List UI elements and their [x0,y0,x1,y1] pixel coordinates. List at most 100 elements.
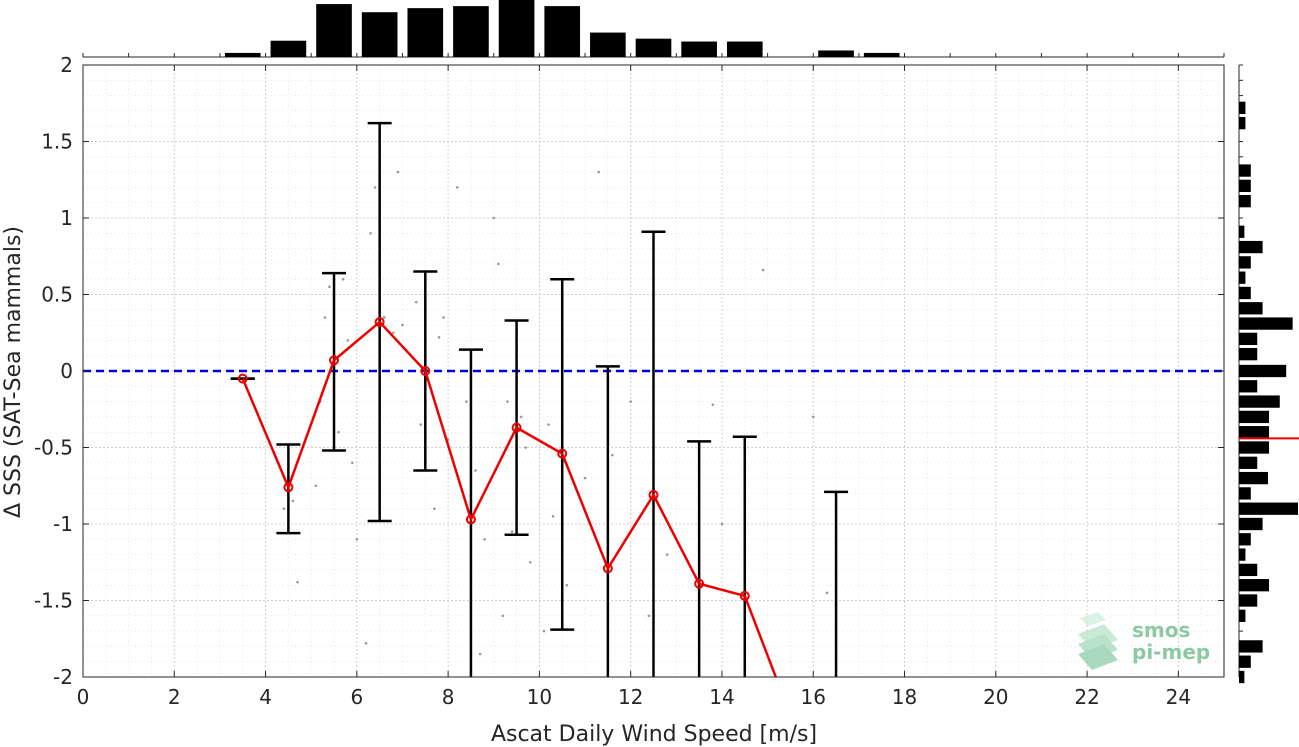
error-bar [641,230,666,677]
scatter-point [597,170,601,174]
scatter-point [665,553,669,556]
x-tick-label: 24 [1166,685,1191,709]
scatter-point [519,415,523,419]
series-point [420,366,431,376]
x-tick-label: 10 [527,685,552,709]
y-axis-label: Δ SSS (SAT-Sea mammals) [1,226,26,518]
scatter-point [551,515,555,518]
error-bar [458,348,483,677]
series-point [329,355,340,366]
scatter-point [392,331,395,335]
scatter-point [337,430,340,434]
top-histogram-bar [863,52,900,57]
right-histogram-bar [1239,179,1251,193]
right-histogram-bar [1239,517,1263,531]
scatter-point [355,538,359,541]
right-histogram-bar [1239,164,1251,177]
scatter-point [497,262,500,266]
y-tick-label: 0 [60,359,73,383]
right-histogram-bar [1239,101,1246,114]
top-histogram-bar [224,52,261,57]
series-point [374,317,385,328]
scatter-point [401,323,404,327]
right-histogram-bar [1239,317,1293,330]
series-point [557,448,568,459]
right-histogram-bar [1239,609,1246,622]
scatter-point [314,484,318,488]
top-histogram-bar [316,4,352,58]
scatter-point [711,403,715,406]
series-line [241,320,778,677]
right-histogram-bar [1239,456,1258,469]
right-histogram-bar [1239,195,1251,208]
top-histogram-bar [361,12,398,57]
error-bar [595,365,620,677]
logo-text-smos: smos [1132,618,1190,642]
scatter-point [761,268,765,272]
scatter-point [483,538,486,541]
error-bar [687,440,712,677]
right-histogram-bar [1239,302,1263,315]
right-histogram-bar [1239,594,1258,607]
scatter-point [323,316,327,319]
top-histogram-bar [270,40,307,57]
x-axis-label: Ascat Daily Wind Speed [m/s] [491,722,817,747]
y-tick-label: -2 [53,665,73,689]
scatter-point [547,423,550,426]
right-histogram-bar [1239,655,1251,668]
top-histogram-bar [544,6,581,57]
right-histogram-bar [1239,579,1270,592]
series-point [283,482,294,493]
x-tick-label: 12 [618,685,643,709]
scatter-point [720,522,724,526]
top-histogram-bar [726,41,763,57]
right-histogram-bar [1239,563,1258,577]
y-tick-label: -1.5 [34,589,73,613]
series-point [465,514,476,525]
scatter-point [433,507,436,511]
right-histogram [1238,64,1299,684]
right-histogram-bar [1239,426,1270,439]
right-histogram-bar [1239,225,1245,238]
scatter-points [246,170,829,656]
top-histogram-bar [681,41,717,57]
scatter-point [583,476,587,480]
x-tick-label: 0 [77,685,90,709]
right-histogram-bar [1239,332,1258,346]
series-point [237,373,248,384]
y-tick-label: 2 [60,53,73,77]
logo-layers-icon [1078,612,1118,670]
y-tick-label: -0.5 [34,436,73,460]
scatter-point [291,499,295,503]
scatter-point [542,629,546,633]
top-histogram-bar [818,50,854,57]
right-histogram-bar [1239,548,1246,561]
mean-series [237,317,778,677]
smos-pi-mep-logo: smos pi-mep [1078,612,1210,670]
scatter-point [465,400,468,403]
scatter-point [369,232,372,235]
right-histogram-bar [1239,441,1270,454]
scatter-point [629,400,632,403]
right-histogram-bar [1239,240,1263,254]
right-histogram-bar [1239,380,1258,393]
scatter-point [382,316,386,319]
scatter-point [442,316,445,319]
scatter-point [396,170,400,174]
error-bar [732,435,757,677]
y-tick-label: 0.5 [41,283,73,307]
series-point [511,422,522,433]
x-tick-label: 6 [350,685,363,709]
scatter-point [455,186,459,189]
y-tick-label: 1 [60,206,73,230]
right-histogram-bar [1239,471,1268,485]
series-point [694,578,705,589]
scatter-point [341,277,345,281]
scatter-point [528,560,532,564]
x-tick-label: 20 [983,685,1008,709]
top-histogram [82,0,1225,58]
scatter-point [437,336,441,339]
scatter-point [328,285,331,289]
right-histogram-bar [1239,116,1246,130]
scatter-point [419,423,423,426]
